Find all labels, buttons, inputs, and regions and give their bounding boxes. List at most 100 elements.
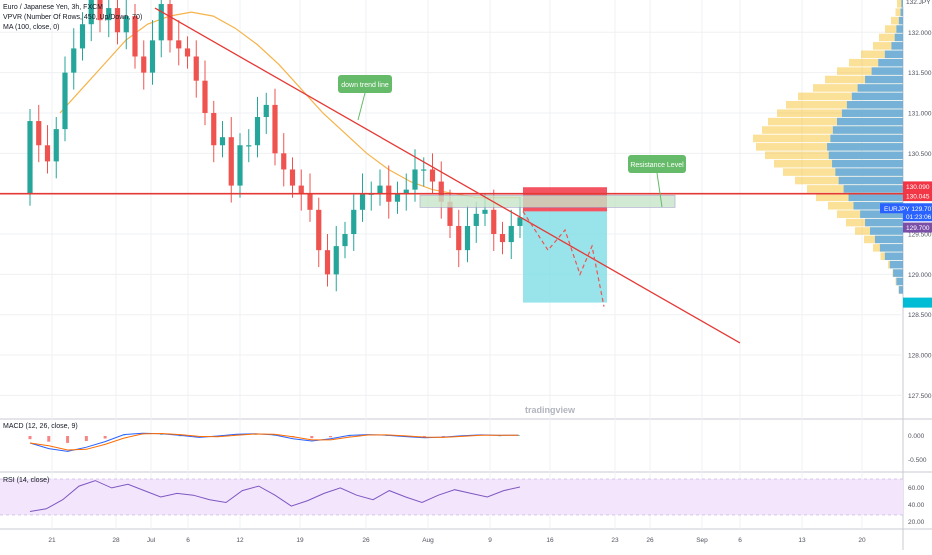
candle-body <box>44 145 51 162</box>
candle-body <box>324 250 331 275</box>
vp-bar-up <box>848 193 903 202</box>
candle-body <box>79 24 86 49</box>
vp-bar-up <box>896 25 903 33</box>
candle-body <box>149 40 156 73</box>
vp-bar-up <box>841 109 903 117</box>
macd-histogram-bar <box>66 436 70 443</box>
vp-bar-up <box>898 286 903 294</box>
drawings[interactable]: down trend line Resistance Level tradingvi… <box>0 7 903 415</box>
vp-bar-down <box>849 58 903 67</box>
candle-body <box>289 169 296 186</box>
rsi-band <box>0 479 903 515</box>
signal-line <box>29 432 519 451</box>
time-tick-label: 28 <box>112 537 120 544</box>
candle-body <box>27 121 33 194</box>
candle-body <box>412 169 418 190</box>
target-tag <box>903 297 932 308</box>
candle-body <box>281 153 287 170</box>
vp-bar-up <box>837 117 903 126</box>
vp-bar-down <box>891 16 903 25</box>
price-tick-label: 130.500 <box>908 151 932 158</box>
down-trend-pointer <box>357 92 366 121</box>
vp-bar-down <box>753 134 903 143</box>
macd-tick-label: -0.500 <box>908 457 927 464</box>
time-tick-label: Sep <box>696 537 708 544</box>
macd-histogram-bar <box>422 436 426 437</box>
candle-body <box>482 209 488 214</box>
macd-histogram-bar <box>47 436 51 442</box>
candlesticks <box>27 0 523 292</box>
rsi-tick-label: 60.00 <box>908 485 925 492</box>
time-tick-label: 20 <box>858 537 866 544</box>
level-b-tag: 130.045 <box>906 194 930 201</box>
candle-body <box>219 137 226 146</box>
candle-body <box>88 0 94 25</box>
vp-bar-up <box>828 151 903 160</box>
candle-body <box>333 246 339 275</box>
vp-bar-up <box>830 134 903 143</box>
time-tick-label: 26 <box>362 537 370 544</box>
symbol-legend[interactable]: Euro / Japanese Yen, 3h, FXCM <box>3 4 104 11</box>
vp-bar-up <box>879 244 903 252</box>
top-price-tag: 132.JPY <box>906 0 931 6</box>
rsi-line <box>29 480 521 512</box>
vp-bar-down <box>777 109 903 117</box>
candle-body <box>114 8 121 33</box>
vp-bar-up <box>871 67 903 75</box>
vp-bar-up <box>865 218 903 227</box>
vpvr-legend[interactable]: VPVR (Number Of Rows, 450, Up/Down, 70) <box>3 14 143 21</box>
time-tick-label: 6 <box>186 537 190 544</box>
candle-body <box>403 189 409 194</box>
ma-legend[interactable]: MA (100, close, 0) <box>3 24 60 31</box>
candle-body <box>53 129 59 162</box>
time-tick-label: 23 <box>611 537 619 544</box>
price-axis: 132.000131.500131.000130.500130.000129.5… <box>880 0 932 526</box>
vp-bar-up <box>870 227 903 235</box>
vp-bar-down <box>762 126 903 134</box>
vp-bar-up <box>884 252 903 261</box>
tradingview-watermark: tradingview <box>525 405 576 415</box>
vp-bar-up <box>832 159 903 168</box>
level-c-tag: 129.700 <box>906 225 930 232</box>
candle-body <box>228 137 234 186</box>
candle-body <box>377 185 383 194</box>
price-tick-label: 132.000 <box>908 30 932 37</box>
vp-bar-down <box>798 92 903 101</box>
price-tick-label: 129.000 <box>908 272 932 279</box>
candle-body <box>132 16 138 57</box>
vp-bar-up <box>900 8 903 16</box>
level-c-tag-bg <box>903 222 932 233</box>
macd-histogram-bar <box>84 436 88 442</box>
vp-bar-down <box>879 33 903 42</box>
resistance-zone <box>419 194 676 208</box>
candle-body <box>394 193 401 202</box>
down-trend-text: down trend line <box>341 82 389 89</box>
vp-bar-down <box>825 75 903 84</box>
projection-path <box>522 211 605 307</box>
vp-bar-up <box>843 185 903 193</box>
candle-body <box>342 234 348 247</box>
price-tick-label: 128.500 <box>908 312 932 319</box>
level-a-tag: 130.090 <box>906 184 930 191</box>
vp-bar-up <box>874 235 903 244</box>
vp-bar-down <box>897 0 903 8</box>
candle-body <box>508 225 514 243</box>
candle-body <box>263 104 269 118</box>
rsi-label[interactable]: RSI (14, close) <box>3 477 50 484</box>
candle-body <box>97 0 103 21</box>
time-axis: 21 28 Jul 6 12 19 26 Aug 9 16 23 26 Sep 6 13 20 <box>48 537 866 544</box>
vp-bar-up <box>857 84 903 92</box>
vp-bar-up <box>827 143 903 151</box>
candle-body <box>438 181 444 202</box>
macd-label[interactable]: MACD (12, 26, close, 9) <box>3 423 78 430</box>
candle-body <box>184 48 191 57</box>
macd-histogram-bar <box>310 436 314 439</box>
candle-body <box>316 209 322 251</box>
rsi-pane <box>0 478 903 516</box>
vp-bar-down <box>861 50 903 59</box>
time-tick-label: 6 <box>738 537 742 544</box>
candle-body <box>272 104 278 154</box>
